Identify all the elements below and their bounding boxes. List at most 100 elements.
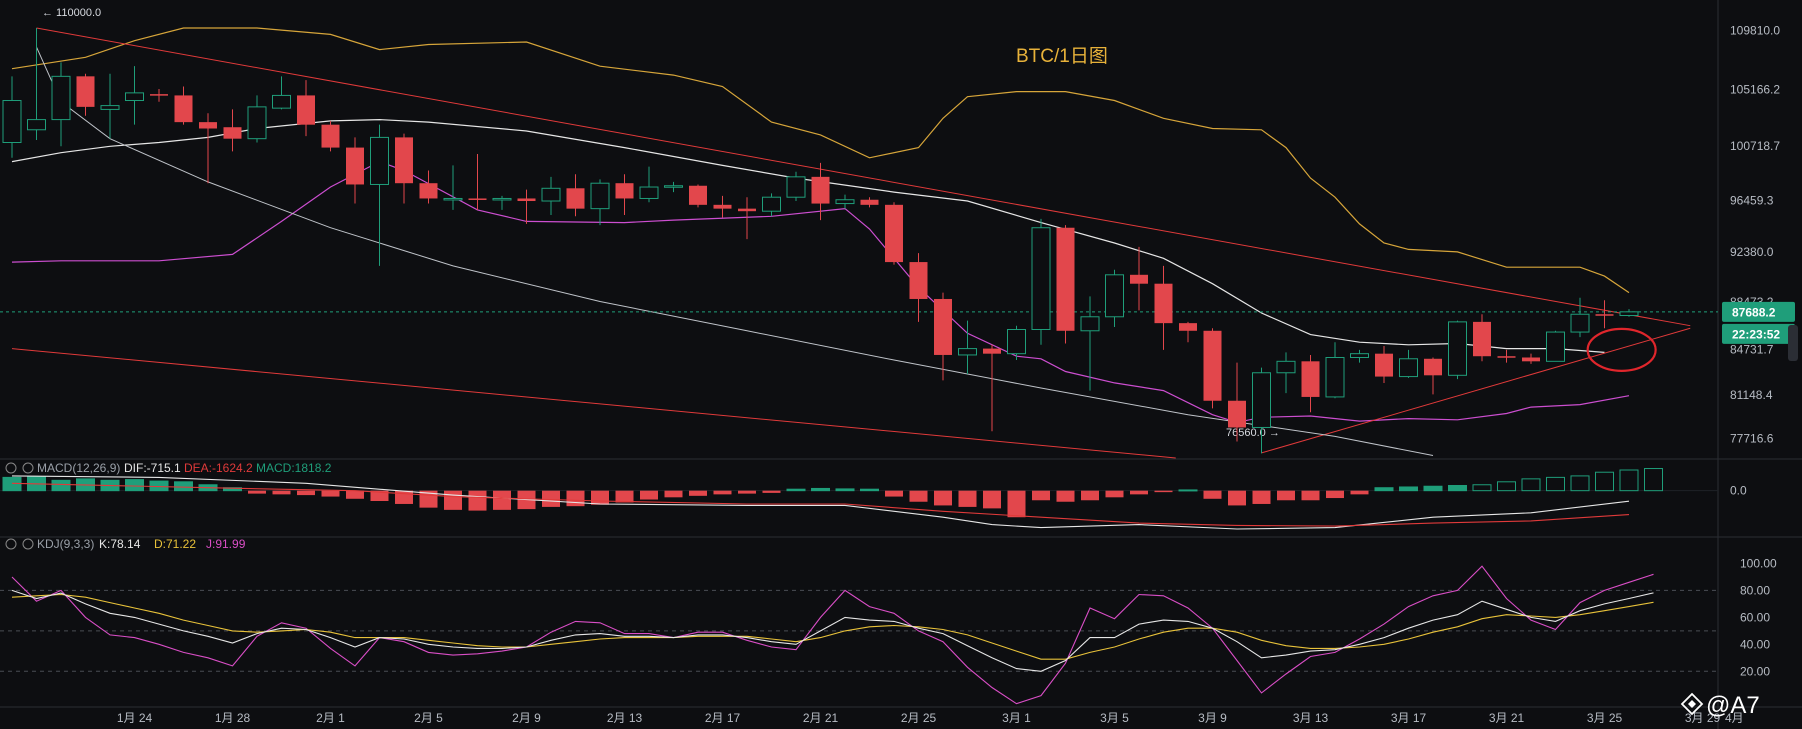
macd-bar (1326, 490, 1344, 499)
candle-body (738, 208, 756, 212)
time-tick-label: 3月 5 (1100, 711, 1129, 725)
trend-rising_support (1261, 327, 1691, 454)
candle-body (297, 95, 315, 125)
macd-bar (51, 479, 71, 492)
macd-bar (615, 490, 634, 503)
candle-body (174, 95, 193, 123)
candle (713, 195, 732, 218)
candle-body (1228, 400, 1246, 428)
candles (2, 27, 1639, 454)
diamond-core (1688, 700, 1696, 708)
macd-bar (542, 490, 560, 507)
macd-bar (1301, 490, 1320, 501)
trend-upper_channel (36, 27, 1691, 327)
candle (1497, 349, 1516, 363)
macd-bar (395, 490, 413, 504)
side-scroll-handle[interactable] (1788, 325, 1798, 361)
candle-body (1056, 227, 1075, 331)
candle-body (1399, 358, 1418, 378)
macd-dif-line (11, 475, 1630, 530)
candle-body (346, 147, 364, 185)
candle-body (1424, 358, 1442, 376)
candle (1056, 225, 1075, 344)
price-tick-label: 96459.3 (1730, 193, 1774, 207)
macd-bar (934, 490, 952, 506)
macd-legend: MACD(12,26,9) DIF:-715.1 DEA:-1624.2 MACD:1… (5, 461, 332, 475)
macd-bar (689, 490, 707, 496)
candle (517, 189, 536, 224)
kdj-tick-label: 40.00 (1740, 637, 1770, 651)
trend-arc (36, 46, 1434, 456)
price-tick-label: 105166.2 (1730, 82, 1780, 96)
candle-body (321, 124, 340, 148)
macd-hist-value: MACD:1818.2 (256, 461, 332, 475)
macd-bar (1497, 481, 1516, 492)
candle-body (615, 183, 634, 199)
candle (1252, 367, 1271, 454)
candle (885, 202, 903, 265)
candle-body (1007, 329, 1026, 355)
candle (909, 253, 928, 322)
candle (664, 181, 683, 193)
candle-body (1375, 353, 1393, 377)
candle-body (541, 187, 561, 202)
candle (1424, 357, 1442, 395)
macd-bar (248, 490, 266, 494)
macd-bar (444, 490, 462, 510)
macd-bar (958, 490, 977, 507)
time-tick-label: 4月 (1725, 711, 1744, 725)
macd-bar (297, 490, 315, 496)
macd-bar (1350, 490, 1369, 495)
candle (1203, 328, 1222, 409)
high-annotation: ← 110000.0 (42, 7, 101, 19)
candle (321, 120, 340, 152)
macd-bar (1472, 484, 1492, 492)
current-price-text: 87688.2 (1732, 305, 1776, 319)
candle-body (958, 348, 977, 356)
candle-body (1473, 321, 1491, 357)
macd-bar (811, 487, 830, 492)
macd-bar (346, 490, 364, 499)
candle-body (1203, 330, 1222, 401)
candle-body (1179, 323, 1197, 331)
macd-bar (591, 490, 609, 505)
macd-dea-value: DEA:-1624.2 (184, 461, 253, 475)
macd-bar (1007, 490, 1026, 518)
collapse-icon (5, 538, 17, 550)
macd-bar (664, 490, 683, 498)
candle (419, 170, 438, 204)
candle (860, 197, 879, 208)
low-annotation: 76560.0 → (1226, 427, 1280, 439)
candle-body (983, 348, 1001, 354)
macd-bar (125, 479, 144, 492)
time-tick-label: 3月 21 (1489, 711, 1525, 725)
candle (934, 292, 952, 381)
price-tick-label: 92380.0 (1730, 245, 1774, 259)
time-tick-label: 1月 24 (117, 711, 153, 725)
macd-bar (1228, 490, 1246, 506)
candle (1522, 353, 1540, 364)
macd-dea-line (11, 482, 1630, 527)
kdj-d-line (11, 593, 1654, 660)
kdj-panel: 100.00 80.00 60.00 40.00 20.00 KDJ(9,3,3) K:78… (0, 537, 1777, 705)
macd-panel: 0.0 MACD(12,26,9) DIF:-715.1 DEA:-1624.2 MAC… (0, 461, 1747, 530)
candle-body (272, 94, 291, 109)
candle (199, 113, 217, 184)
candle-body (395, 137, 413, 184)
kdj-legend: KDJ(9,3,3) K:78.14 D:71.22 J:91.99 (5, 537, 246, 551)
bb-middle-line (11, 118, 1605, 353)
time-tick-label: 3月 25 (1587, 711, 1623, 725)
candle (174, 86, 193, 125)
time-tick-label: 2月 13 (607, 711, 643, 725)
macd-bar (1130, 490, 1148, 495)
candle (1154, 265, 1173, 350)
candle (76, 73, 95, 116)
macd-bar (1595, 471, 1614, 492)
candle-body (1031, 227, 1051, 331)
candle-body (811, 176, 830, 204)
time-tick-label: 2月 17 (705, 711, 741, 725)
candle-body (419, 183, 438, 199)
macd-bar (1374, 487, 1394, 492)
